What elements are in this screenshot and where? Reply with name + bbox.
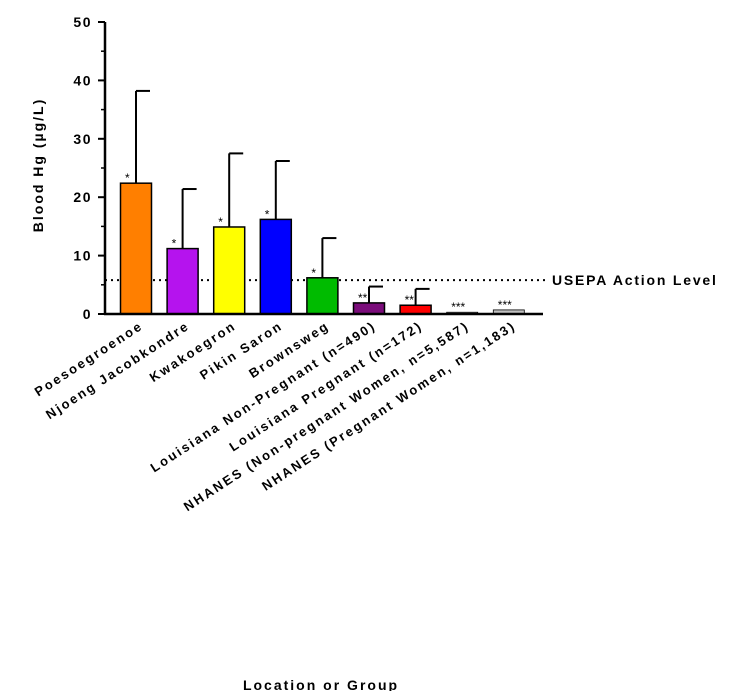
significance-mark: * <box>265 207 270 221</box>
significance-mark: * <box>311 266 316 280</box>
significance-mark: * <box>172 237 177 251</box>
reference-line-label: USEPA Action Level <box>552 272 718 288</box>
significance-mark: ** <box>405 293 415 307</box>
bar <box>259 218 293 315</box>
bar <box>306 277 339 315</box>
y-tick-label: 0 <box>83 306 92 322</box>
significance-mark: *** <box>451 300 465 314</box>
significance-mark: * <box>125 171 130 185</box>
y-axis-title: Blood Hg (µg/L) <box>30 98 46 232</box>
significance-mark: * <box>218 215 223 229</box>
bar <box>119 182 153 315</box>
significance-mark: ** <box>358 291 368 305</box>
y-tick-label: 20 <box>73 189 92 205</box>
bar <box>166 247 199 315</box>
y-tick-label: 10 <box>73 248 92 264</box>
x-axis-title: Location or Group <box>243 677 399 691</box>
y-tick-label: 40 <box>73 72 92 88</box>
bar <box>212 226 246 315</box>
y-tick-label: 50 <box>73 14 92 30</box>
category-label: Pikin Saron <box>197 318 285 383</box>
y-tick-label: 30 <box>73 131 92 147</box>
significance-mark: *** <box>498 298 512 312</box>
